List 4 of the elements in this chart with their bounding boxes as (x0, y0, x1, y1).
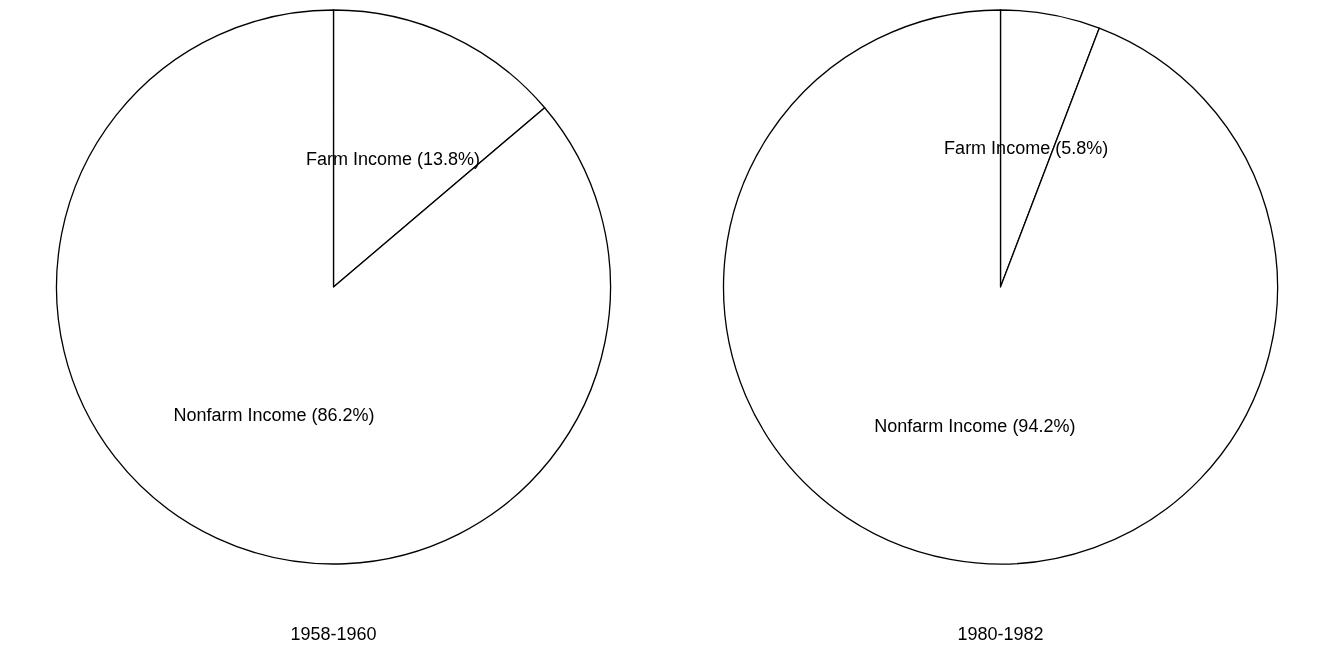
text: 1980-1982 (957, 624, 1044, 644)
slice-label: Nonfarm Income (86.2%) (173, 405, 375, 426)
text: 1958-1960 (290, 624, 377, 644)
slice-label: Nonfarm Income (94.2%) (874, 416, 1076, 437)
